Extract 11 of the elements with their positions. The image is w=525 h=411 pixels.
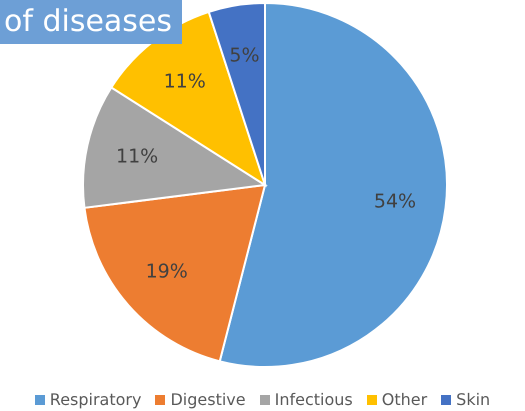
data-label: 11% <box>116 145 158 168</box>
legend-label: Infectious <box>274 390 353 409</box>
data-label: 5% <box>229 44 260 67</box>
legend-label: Other <box>380 390 428 409</box>
chart-title: of diseases <box>0 0 182 44</box>
data-label: 11% <box>164 70 206 92</box>
data-label: 54% <box>374 190 416 212</box>
legend-label: Digestive <box>169 390 246 409</box>
data-label: 19% <box>146 260 188 283</box>
legend-label: Respiratory <box>48 390 142 409</box>
legend-label: Skin <box>455 390 490 409</box>
